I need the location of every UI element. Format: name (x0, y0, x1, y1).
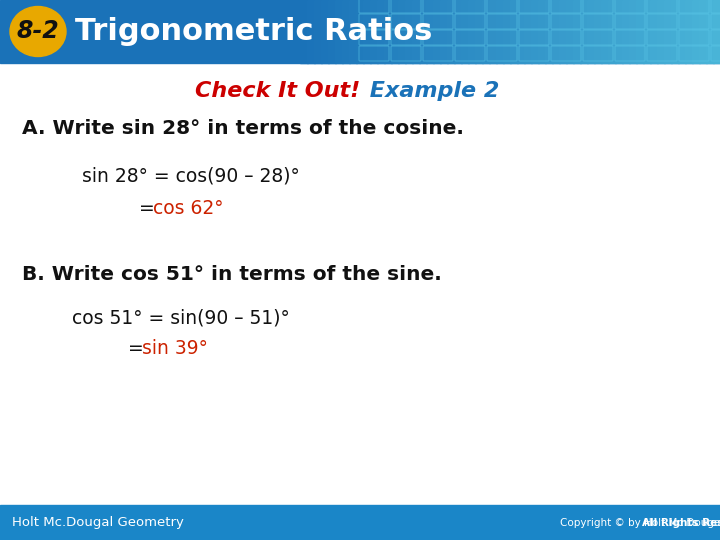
Bar (349, 0, 357, 63)
Bar (650, 0, 658, 63)
Bar (517, 0, 525, 63)
Bar (328, 0, 336, 63)
Text: Copyright © by Holt Mc Dougal.: Copyright © by Holt Mc Dougal. (560, 517, 720, 528)
Bar (699, 0, 707, 63)
Bar (468, 0, 476, 63)
Bar (566, 0, 574, 63)
Bar (657, 0, 665, 63)
Text: =: = (128, 339, 150, 357)
Text: All Rights Reserved.: All Rights Reserved. (642, 517, 720, 528)
Bar (496, 0, 504, 63)
Bar (531, 0, 539, 63)
Bar (503, 0, 511, 63)
Text: Check It Out!: Check It Out! (194, 81, 360, 101)
Bar (671, 0, 679, 63)
Bar (335, 0, 343, 63)
Bar (0, 0, 720, 63)
Bar (489, 0, 497, 63)
Bar (538, 0, 546, 63)
Bar (706, 0, 714, 63)
Bar (510, 0, 518, 63)
Text: cos 51° = sin(90 – 51)°: cos 51° = sin(90 – 51)° (72, 308, 289, 327)
Bar (524, 0, 532, 63)
Bar (433, 0, 441, 63)
Bar (573, 0, 581, 63)
Bar (384, 0, 392, 63)
Bar (664, 0, 672, 63)
Bar (426, 0, 434, 63)
Bar (363, 0, 371, 63)
Bar (377, 0, 385, 63)
Bar (615, 0, 623, 63)
Text: =: = (139, 199, 161, 219)
Text: 8-2: 8-2 (17, 19, 59, 44)
Text: Example 2: Example 2 (362, 81, 500, 101)
Bar (321, 0, 329, 63)
Ellipse shape (10, 6, 66, 57)
Bar (608, 0, 616, 63)
Bar (594, 0, 602, 63)
Bar (461, 0, 469, 63)
Bar (692, 0, 700, 63)
Bar (552, 0, 560, 63)
Bar (307, 0, 315, 63)
Text: A. Write sin 28° in terms of the cosine.: A. Write sin 28° in terms of the cosine. (22, 118, 464, 138)
Bar (398, 0, 406, 63)
Bar (391, 0, 399, 63)
Bar (405, 0, 413, 63)
Text: cos 62°: cos 62° (153, 199, 223, 219)
Text: Holt Mc.Dougal Geometry: Holt Mc.Dougal Geometry (12, 516, 184, 529)
Bar (559, 0, 567, 63)
Bar (440, 0, 448, 63)
Text: B. Write cos 51° in terms of the sine.: B. Write cos 51° in terms of the sine. (22, 265, 442, 284)
Bar (447, 0, 455, 63)
Bar (300, 0, 308, 63)
Bar (678, 0, 686, 63)
Bar (685, 0, 693, 63)
Bar (622, 0, 630, 63)
Bar (587, 0, 595, 63)
Bar (475, 0, 483, 63)
Bar (636, 0, 644, 63)
Bar (0, 505, 720, 540)
Bar (342, 0, 350, 63)
Bar (356, 0, 364, 63)
Text: Trigonometric Ratios: Trigonometric Ratios (75, 17, 433, 46)
Bar (643, 0, 651, 63)
Bar (370, 0, 378, 63)
Bar (419, 0, 427, 63)
Bar (629, 0, 637, 63)
Text: sin 39°: sin 39° (142, 339, 208, 357)
Bar (545, 0, 553, 63)
Bar (314, 0, 322, 63)
Bar (412, 0, 420, 63)
Bar (580, 0, 588, 63)
Bar (713, 0, 720, 63)
Bar (454, 0, 462, 63)
Bar (482, 0, 490, 63)
Text: sin 28° = cos(90 – 28)°: sin 28° = cos(90 – 28)° (82, 166, 300, 186)
Bar (601, 0, 609, 63)
